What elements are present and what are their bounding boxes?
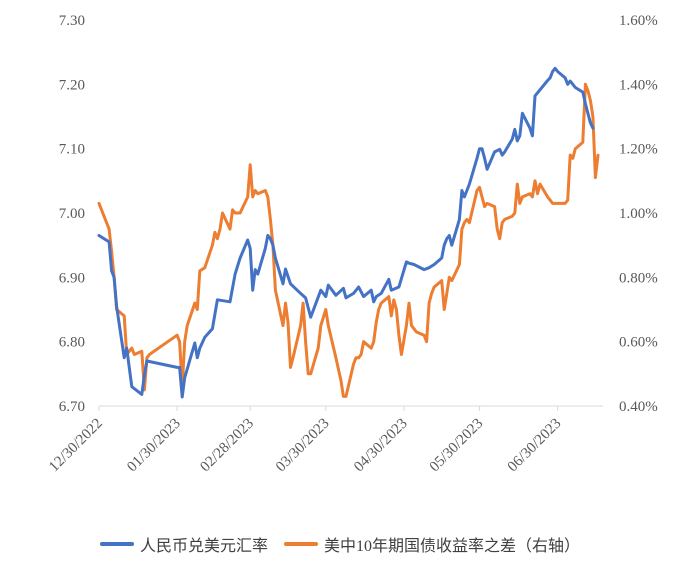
left-tick-label: 7.30	[59, 13, 85, 29]
x-tick-label: 12/30/2022	[46, 416, 106, 476]
right-tick-label: 1.00%	[619, 206, 658, 222]
right-tick-label: 0.60%	[619, 335, 658, 351]
left-tick-label: 6.70	[59, 399, 85, 415]
left-tick-label: 6.90	[59, 270, 85, 286]
x-tick-label: 04/30/2023	[351, 416, 411, 476]
left-tick-label: 7.00	[59, 206, 85, 222]
legend-label-spread: 美中10年期国债收益率之差（右轴）	[324, 538, 581, 555]
x-tick-label: 05/30/2023	[427, 416, 487, 476]
series-line-spread	[97, 82, 600, 398]
left-tick-label: 7.10	[59, 142, 85, 158]
chart-axes	[98, 405, 603, 411]
left-axis-ticks: 6.70 6.80 6.90 7.00 7.10 7.20 7.30	[59, 13, 85, 415]
left-tick-label: 6.80	[59, 335, 85, 351]
right-axis-ticks: 0.40% 0.60% 0.80% 1.00% 1.20% 1.40% 1.60%	[619, 13, 658, 415]
right-tick-label: 1.60%	[619, 13, 658, 29]
series-lines	[97, 66, 600, 399]
legend-label-fx: 人民币兑美元汇率	[139, 538, 268, 555]
right-tick-label: 1.40%	[619, 77, 658, 93]
series-line-fx	[97, 66, 595, 399]
chart-legend: 人民币兑美元汇率 美中10年期国债收益率之差（右轴）	[0, 532, 680, 556]
left-tick-label: 7.20	[59, 77, 85, 93]
right-tick-label: 1.20%	[619, 142, 658, 158]
right-tick-label: 0.40%	[619, 399, 658, 415]
legend-swatch-spread	[284, 542, 318, 546]
right-tick-label: 0.80%	[619, 270, 658, 286]
legend-item-spread: 美中10年期国债收益率之差（右轴）	[284, 532, 580, 556]
legend-item-fx: 人民币兑美元汇率	[99, 532, 268, 556]
x-tick-label: 06/30/2023	[505, 416, 565, 476]
x-tick-label: 01/30/2023	[124, 416, 184, 476]
x-tick-label: 03/30/2023	[273, 416, 333, 476]
legend-swatch-fx	[99, 542, 134, 546]
x-tick-label: 02/28/2023	[197, 416, 257, 476]
x-axis-ticks: 12/30/2022 01/30/2023 02/28/2023 03/30/2023…	[46, 416, 564, 476]
